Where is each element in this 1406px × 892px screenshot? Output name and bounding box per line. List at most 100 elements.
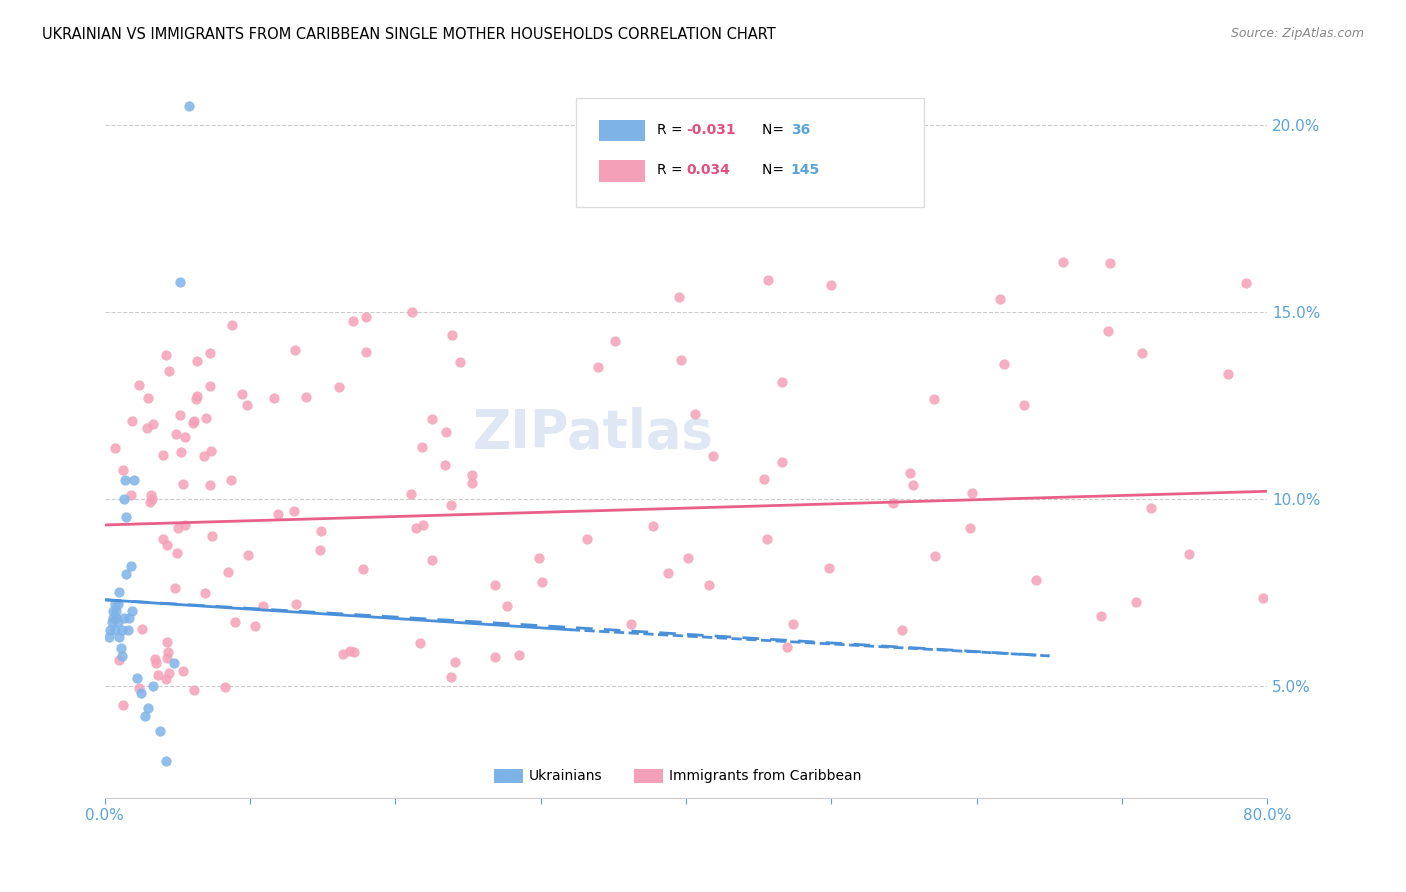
Bar bbox=[495, 769, 523, 783]
Point bbox=[181, 416, 204, 430]
Point bbox=[98, 630, 121, 644]
Point bbox=[107, 597, 129, 611]
Point bbox=[183, 413, 205, 427]
Point bbox=[993, 358, 1015, 372]
Point bbox=[100, 623, 122, 637]
Point bbox=[120, 488, 142, 502]
Point bbox=[440, 499, 463, 513]
Point bbox=[141, 491, 163, 506]
Point bbox=[131, 622, 153, 636]
Point bbox=[818, 561, 841, 575]
Point bbox=[117, 623, 139, 637]
Point bbox=[112, 463, 135, 477]
Point bbox=[200, 346, 222, 360]
Point bbox=[756, 272, 779, 286]
Point bbox=[668, 290, 690, 304]
Point bbox=[170, 445, 193, 459]
Point bbox=[145, 652, 167, 666]
Point bbox=[236, 398, 259, 412]
Point bbox=[105, 604, 128, 618]
Text: N=: N= bbox=[762, 123, 787, 136]
Point bbox=[134, 708, 156, 723]
Point bbox=[103, 604, 125, 618]
Point bbox=[148, 668, 170, 682]
Text: Immigrants from Caribbean: Immigrants from Caribbean bbox=[669, 769, 860, 783]
Point bbox=[1098, 255, 1121, 269]
Point bbox=[444, 656, 467, 670]
Point bbox=[440, 670, 463, 684]
Point bbox=[924, 549, 946, 564]
Point bbox=[142, 679, 165, 693]
Text: 36: 36 bbox=[790, 123, 810, 136]
Point bbox=[1130, 345, 1153, 359]
Point bbox=[112, 611, 135, 625]
Point bbox=[138, 391, 160, 405]
Point bbox=[669, 352, 692, 367]
Point bbox=[165, 582, 187, 596]
Point bbox=[221, 318, 243, 333]
Point bbox=[529, 551, 551, 566]
Point bbox=[959, 521, 981, 535]
Point bbox=[283, 504, 305, 518]
Text: 0.034: 0.034 bbox=[686, 163, 730, 177]
Point bbox=[104, 623, 127, 637]
Point bbox=[198, 379, 221, 393]
Point bbox=[114, 473, 136, 487]
Point bbox=[156, 634, 179, 648]
Point bbox=[121, 604, 143, 618]
Point bbox=[449, 355, 471, 369]
Point bbox=[184, 392, 207, 406]
Point bbox=[165, 427, 187, 442]
Point bbox=[108, 585, 131, 599]
Point bbox=[657, 566, 679, 580]
Point bbox=[186, 353, 208, 368]
Point bbox=[332, 647, 354, 661]
Point bbox=[139, 495, 162, 509]
Point bbox=[172, 664, 194, 678]
Point bbox=[411, 440, 433, 454]
Point bbox=[343, 645, 366, 659]
Point bbox=[354, 310, 377, 324]
Point bbox=[252, 599, 274, 614]
Point bbox=[198, 478, 221, 492]
Point bbox=[1097, 324, 1119, 338]
Point bbox=[328, 379, 350, 393]
Bar bbox=[599, 120, 645, 142]
Point bbox=[108, 630, 131, 644]
Point bbox=[152, 533, 174, 547]
Point bbox=[263, 391, 285, 405]
Point bbox=[224, 615, 246, 630]
Point bbox=[128, 377, 150, 392]
Point bbox=[152, 448, 174, 462]
Point bbox=[155, 348, 177, 362]
Point bbox=[405, 521, 427, 535]
Point bbox=[1218, 368, 1240, 382]
Point bbox=[156, 538, 179, 552]
Point bbox=[173, 518, 195, 533]
Point bbox=[782, 616, 804, 631]
Point bbox=[295, 390, 318, 404]
Point bbox=[177, 99, 200, 113]
Point bbox=[243, 619, 266, 633]
Point bbox=[903, 478, 925, 492]
Point bbox=[139, 488, 162, 502]
Text: N=: N= bbox=[762, 163, 787, 177]
Point bbox=[409, 636, 432, 650]
Point bbox=[169, 275, 191, 289]
Point bbox=[101, 615, 124, 630]
Point bbox=[157, 645, 180, 659]
Point bbox=[433, 458, 456, 472]
Point bbox=[136, 421, 159, 435]
Point bbox=[163, 657, 186, 671]
Point bbox=[201, 529, 224, 543]
Point bbox=[960, 486, 983, 500]
Point bbox=[678, 551, 700, 566]
Point bbox=[194, 586, 217, 600]
Point bbox=[484, 577, 506, 591]
Point bbox=[460, 468, 482, 483]
Point bbox=[496, 599, 519, 613]
Text: -0.031: -0.031 bbox=[686, 123, 735, 136]
Point bbox=[352, 562, 374, 576]
Point bbox=[111, 648, 134, 663]
Point bbox=[898, 466, 921, 480]
